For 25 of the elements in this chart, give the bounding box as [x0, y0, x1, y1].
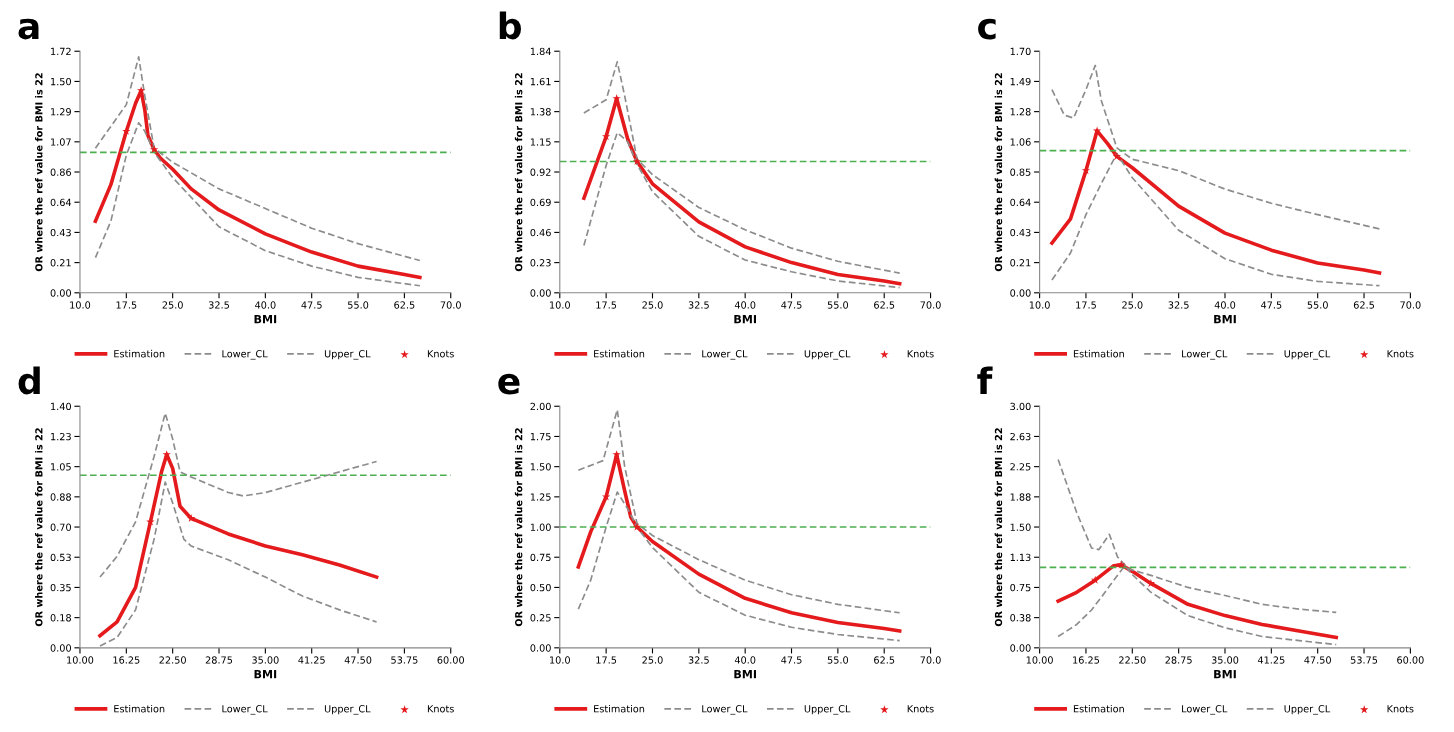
line-series: [93, 88, 422, 280]
point: [187, 514, 196, 522]
point: [1092, 126, 1102, 135]
chart-title: a: [18, 18, 39, 40]
point: [1081, 166, 1091, 175]
line-series: [1051, 152, 1381, 287]
point: [632, 522, 642, 531]
chart-title: c: [978, 18, 996, 40]
chart-title: e: [498, 373, 520, 395]
chart-title: d: [18, 366, 40, 395]
point: [612, 94, 621, 103]
chart-title: f: [977, 366, 993, 394]
line-series: [576, 452, 902, 633]
point: [612, 450, 621, 459]
line-series: [582, 96, 902, 286]
line-series: [99, 412, 378, 578]
line-series: [1050, 129, 1382, 275]
point: [136, 86, 146, 95]
point: [1112, 152, 1122, 160]
line-series: [1051, 64, 1381, 230]
point: [149, 145, 159, 154]
point: [1091, 575, 1100, 584]
line-series: [98, 452, 379, 638]
point: [632, 157, 642, 166]
chart-title: b: [499, 11, 521, 40]
